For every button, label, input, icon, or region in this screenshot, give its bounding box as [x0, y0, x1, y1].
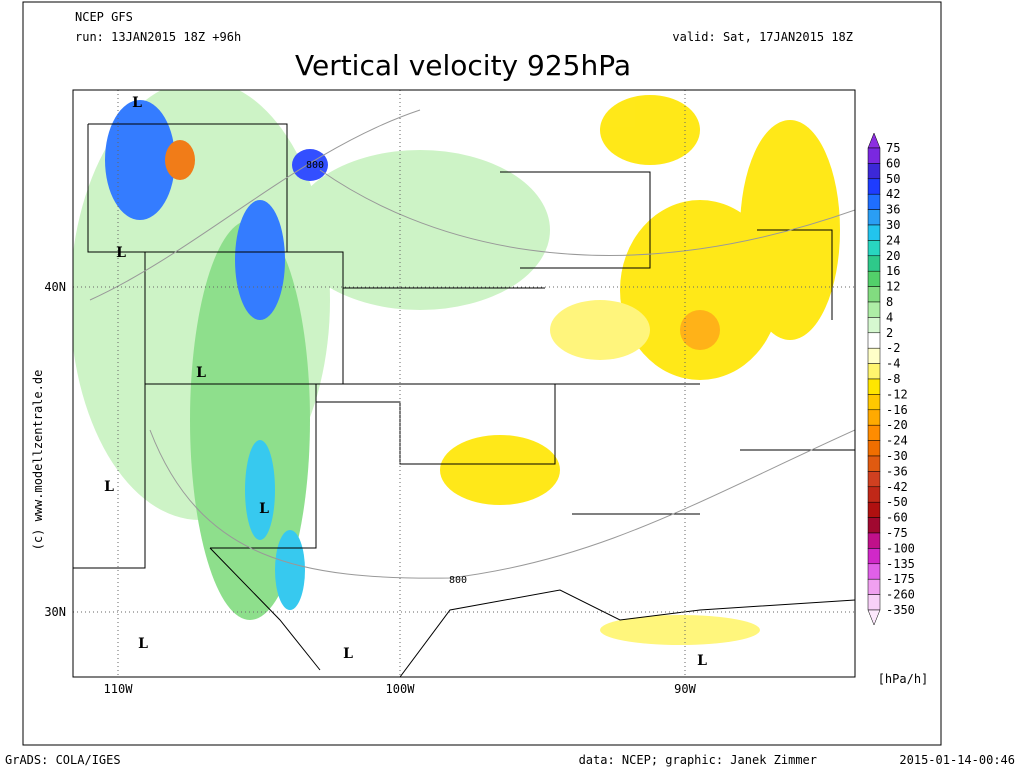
colorbar-swatch: [867, 363, 881, 380]
colorbar-label: -2: [886, 341, 900, 355]
colorbar-label: 2: [886, 326, 893, 340]
colorbar-label: -50: [886, 495, 908, 509]
low-marker: L: [259, 501, 269, 517]
colorbar-swatch: [867, 132, 881, 149]
colorbar-swatch: [867, 378, 881, 395]
colorbar-swatch: [867, 163, 881, 180]
map-border: [72, 89, 856, 678]
colorbar-label: 75: [886, 141, 900, 155]
colorbar-label: -42: [886, 480, 908, 494]
contour-label: 800: [449, 575, 467, 586]
colorbar-label: -100: [886, 541, 915, 555]
low-marker: L: [104, 479, 114, 495]
colorbar-label: 60: [886, 156, 900, 170]
lon-label: 90W: [674, 682, 696, 696]
model: NCEP GFS: [75, 10, 133, 24]
colorbar-label: -75: [886, 526, 908, 540]
frame: [22, 1, 942, 746]
colorbar-label: 20: [886, 249, 900, 263]
colorbar-label: -60: [886, 511, 908, 525]
colorbar-label: -24: [886, 434, 908, 448]
unit: [hPa/h]: [878, 672, 929, 686]
colorbar-swatch: [867, 193, 881, 210]
colorbar-label: -4: [886, 357, 900, 371]
colorbar-label: -12: [886, 387, 908, 401]
colorbar-swatch: [867, 563, 881, 580]
colorbar-label: -135: [886, 557, 915, 571]
lon-label: 110W: [104, 682, 134, 696]
footer-right: 2015-01-14-00:46: [899, 753, 1015, 767]
colorbar-swatch: [867, 424, 881, 441]
colorbar-label: -16: [886, 403, 908, 417]
colorbar-swatch: [867, 255, 881, 272]
colorbar-label: -30: [886, 449, 908, 463]
colorbar-swatch: [867, 471, 881, 488]
low-marker: L: [343, 646, 353, 662]
colorbar-swatch: [867, 440, 881, 457]
colorbar-label: -260: [886, 588, 915, 602]
colorbar-swatch: [867, 517, 881, 534]
lat-label: 40N: [44, 280, 66, 294]
colorbar-label: 50: [886, 172, 900, 186]
footer-center: data: NCEP; graphic: Janek Zimmer: [579, 753, 817, 767]
low-marker: L: [697, 653, 707, 669]
low-marker: L: [116, 245, 126, 261]
footer-left: GrADS: COLA/IGES: [5, 753, 121, 767]
colorbar-label: 42: [886, 187, 900, 201]
colorbar-swatch: [867, 532, 881, 549]
colorbar-swatch: [867, 332, 881, 349]
colorbar-swatch: [867, 609, 881, 626]
colorbar-swatch: [867, 147, 881, 164]
colorbar-label: -175: [886, 572, 915, 586]
colorbar-swatch: [867, 224, 881, 241]
colorbar-swatch: [867, 270, 881, 287]
colorbar-swatch: [867, 394, 881, 411]
colorbar-swatch: [867, 578, 881, 595]
run: run: 13JAN2015 18Z +96h: [75, 30, 241, 44]
colorbar-label: 16: [886, 264, 900, 278]
lon-label: 100W: [386, 682, 416, 696]
valid: valid: Sat, 17JAN2015 18Z: [672, 30, 853, 44]
colorbar-label: -350: [886, 603, 915, 617]
colorbar-label: 30: [886, 218, 900, 232]
colorbar-swatch: [867, 178, 881, 195]
colorbar-swatch: [867, 455, 881, 472]
colorbar-swatch: [867, 501, 881, 518]
colorbar-swatch: [867, 548, 881, 565]
colorbar-label: -36: [886, 464, 908, 478]
colorbar-swatch: [867, 347, 881, 364]
colorbar-label: 12: [886, 280, 900, 294]
map-field: L L L L L L L L 800 800: [73, 90, 855, 677]
colorbar-swatch: [867, 240, 881, 257]
colorbar-label: -8: [886, 372, 900, 386]
colorbar-label: 8: [886, 295, 893, 309]
copyright: (c) www.modellzentrale.de: [31, 370, 45, 551]
low-marker: L: [138, 636, 148, 652]
colorbar-label: 36: [886, 203, 900, 217]
colorbar-swatch: [867, 594, 881, 611]
colorbar-swatch: [867, 209, 881, 226]
colorbar-swatch: [867, 317, 881, 334]
lat-label: 30N: [44, 605, 66, 619]
contour-label: 800: [306, 160, 324, 171]
colorbar-swatch: [867, 286, 881, 303]
colorbar-swatch: [867, 301, 881, 318]
low-marker: L: [196, 365, 206, 381]
colorbar: 75605042363024201612842-2-4-8-12-16-20-2…: [867, 132, 915, 626]
title: Vertical velocity 925hPa: [295, 49, 631, 82]
colorbar-label: 4: [886, 310, 893, 324]
colorbar-swatch: [867, 486, 881, 503]
colorbar-label: -20: [886, 418, 908, 432]
colorbar-swatch: [867, 409, 881, 426]
colorbar-label: 24: [886, 233, 900, 247]
low-marker: L: [132, 95, 142, 111]
